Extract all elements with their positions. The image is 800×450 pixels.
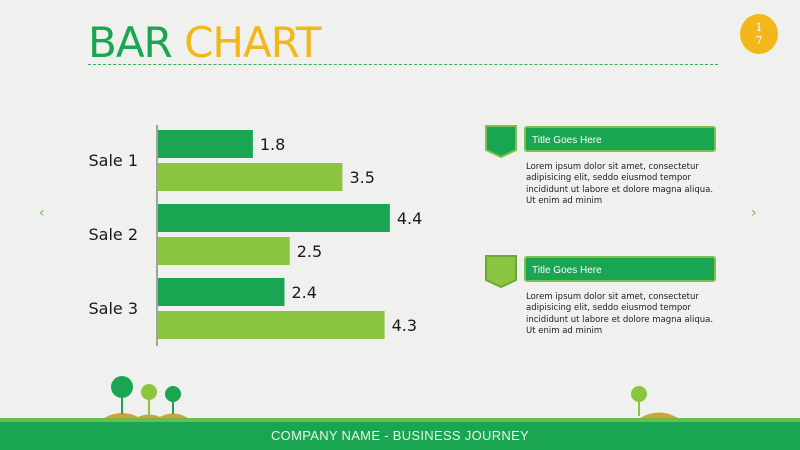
ribbon-tag-icon: [485, 125, 517, 158]
title-divider: [88, 64, 718, 65]
category-label: Sale 2: [88, 225, 138, 244]
bar: [158, 311, 385, 339]
page-number-top: 1: [755, 21, 763, 34]
title-word-chart: CHART: [184, 18, 321, 67]
tree-icon: [631, 386, 647, 416]
page-number-bottom: 7: [755, 34, 763, 47]
footer-bar: COMPANY NAME - BUSINESS JOURNEY: [0, 418, 800, 450]
tree-icon: [158, 386, 188, 418]
data-label: 3.5: [349, 168, 374, 187]
page-number-badge: 1 7: [740, 14, 778, 54]
page-title: BAR CHART: [88, 18, 322, 67]
ribbon-tag-icon: [485, 255, 517, 288]
chart-bars: Sale 1 1.8 3.5 Sale 2 4.4 2.5 Sale 3 2.4 4.3: [88, 130, 422, 339]
data-label: 2.5: [297, 242, 322, 261]
tree-icon: [104, 376, 140, 418]
info-box-2-body: Lorem ipsum dolor sit amet, consectetur …: [526, 292, 714, 336]
footer-text: COMPANY NAME - BUSINESS JOURNEY: [270, 428, 530, 443]
category-label: Sale 3: [88, 299, 138, 318]
tree-icon: [136, 384, 162, 418]
data-label: 1.8: [260, 135, 285, 154]
info-box-1-title: Title Goes Here: [524, 126, 716, 152]
bar: [158, 237, 290, 265]
prev-slide-icon[interactable]: ‹: [39, 205, 45, 221]
next-slide-icon[interactable]: ›: [751, 205, 757, 221]
bar: [158, 163, 343, 191]
bar: [158, 130, 253, 158]
info-box-2-title: Title Goes Here: [524, 256, 716, 282]
info-box-1-body: Lorem ipsum dolor sit amet, consectetur …: [526, 162, 714, 206]
info-box-1: Title Goes Here Lorem ipsum dolor sit am…: [484, 124, 724, 207]
data-label: 4.3: [392, 316, 417, 335]
data-label: 4.4: [397, 209, 422, 228]
footer-stripe: [0, 418, 800, 422]
info-box-1-header: Title Goes Here: [484, 124, 724, 158]
title-word-bar: BAR: [88, 18, 173, 67]
bar: [158, 204, 390, 232]
info-box-2: Title Goes Here Lorem ipsum dolor sit am…: [484, 254, 724, 337]
info-box-2-header: Title Goes Here: [484, 254, 724, 288]
data-label: 2.4: [291, 283, 316, 302]
tree-icon: [640, 412, 678, 418]
bar: [158, 278, 285, 306]
category-label: Sale 1: [88, 151, 138, 170]
